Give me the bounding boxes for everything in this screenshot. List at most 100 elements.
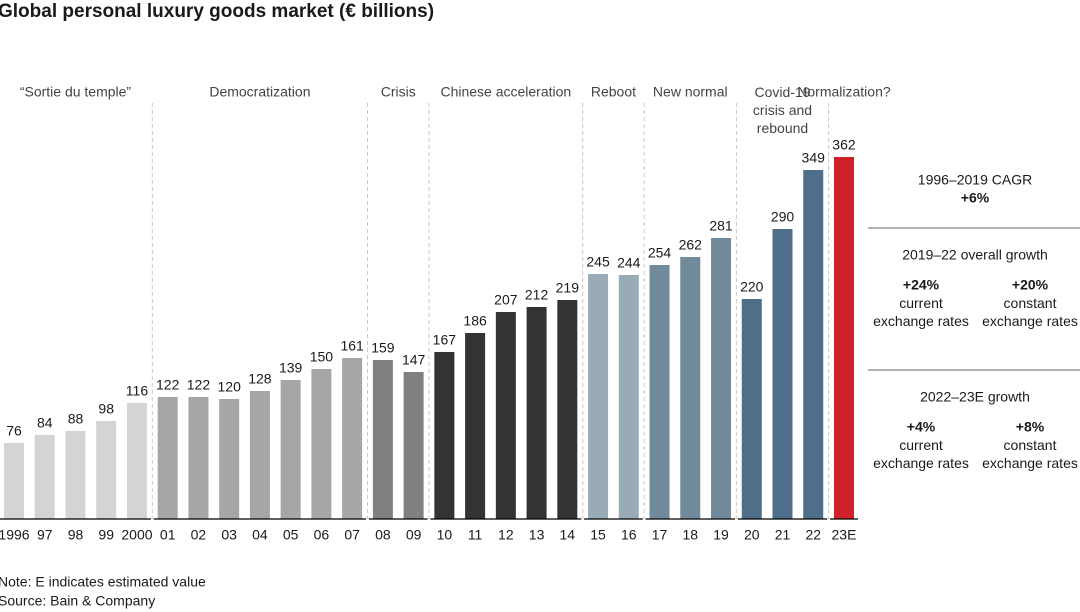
value-label: 212 xyxy=(525,287,549,303)
note: Note: E indicates estimated value xyxy=(0,574,206,590)
bar xyxy=(557,300,578,519)
x-tick-label: 16 xyxy=(621,527,637,543)
panel-item-label: current exchange rates xyxy=(873,295,969,329)
value-label: 122 xyxy=(187,377,211,393)
panel-section-title: 2022–23E growth xyxy=(920,389,1030,405)
x-tick-label: 08 xyxy=(375,527,391,543)
bar xyxy=(280,380,301,519)
x-tick-label: 05 xyxy=(283,527,299,543)
bar xyxy=(249,391,270,519)
value-label: 219 xyxy=(556,280,580,296)
x-tick-label: 04 xyxy=(252,527,268,543)
bar xyxy=(342,358,363,519)
x-tick-label: 14 xyxy=(560,527,576,543)
panel-value: +6% xyxy=(961,190,990,206)
era-label: Normalization? xyxy=(797,84,891,100)
bar xyxy=(311,369,332,519)
value-label: 159 xyxy=(371,340,395,356)
value-label: 244 xyxy=(617,255,641,271)
note: Source: Bain & Company xyxy=(0,593,155,609)
bar xyxy=(434,352,455,519)
value-label: 139 xyxy=(279,360,303,376)
bar xyxy=(126,403,147,519)
bar xyxy=(188,397,209,519)
panel-item-value: +24% xyxy=(903,277,940,293)
x-tick-label: 11 xyxy=(468,527,483,543)
x-tick-label: 22 xyxy=(805,527,821,543)
bar xyxy=(65,431,86,519)
panel-section-title: 2019–22 overall growth xyxy=(902,247,1048,263)
x-tick-label: 2000 xyxy=(121,527,152,543)
x-tick-label: 97 xyxy=(37,527,53,543)
panel-item-value: +8% xyxy=(1016,419,1045,435)
value-label: 150 xyxy=(310,349,334,365)
panel-item-label: constant exchange rates xyxy=(982,295,1078,329)
value-label: 362 xyxy=(832,137,856,153)
value-label: 290 xyxy=(771,209,795,225)
bar xyxy=(649,265,670,519)
x-tick-label: 15 xyxy=(590,527,606,543)
x-tick-label: 01 xyxy=(160,527,176,543)
x-tick-label: 20 xyxy=(744,527,760,543)
value-label: 349 xyxy=(802,150,826,166)
panel-title: 1996–2019 CAGR xyxy=(918,172,1032,188)
bar xyxy=(465,333,486,519)
value-label: 128 xyxy=(248,371,272,387)
x-tick-label: 12 xyxy=(498,527,514,543)
x-tick-label: 07 xyxy=(344,527,360,543)
x-tick-label: 18 xyxy=(682,527,698,543)
bar xyxy=(4,443,24,519)
era-label: Covid-19 crisis and rebound xyxy=(753,84,812,136)
bar xyxy=(34,435,55,519)
bar xyxy=(372,360,393,519)
x-tick-label: 13 xyxy=(529,527,545,543)
panel-item-label: current exchange rates xyxy=(873,437,969,471)
value-label: 220 xyxy=(740,279,764,295)
value-label: 84 xyxy=(37,415,53,431)
panel-item-value: +20% xyxy=(1012,277,1049,293)
value-label: 147 xyxy=(402,352,426,368)
panel-item-label: constant exchange rates xyxy=(982,437,1078,471)
bar xyxy=(219,399,240,519)
era-label: “Sortie du temple” xyxy=(20,84,132,100)
value-label: 186 xyxy=(463,313,487,329)
bar xyxy=(772,229,793,519)
value-label: 88 xyxy=(68,411,84,427)
value-label: 245 xyxy=(586,254,610,270)
x-tick-label: 09 xyxy=(406,527,422,543)
x-tick-label: 06 xyxy=(314,527,330,543)
x-tick-label: 02 xyxy=(191,527,207,543)
bar xyxy=(495,312,516,519)
panel-item-value: +4% xyxy=(907,419,936,435)
bar xyxy=(741,299,762,519)
era-label: Reboot xyxy=(591,84,636,100)
era-label: Chinese acceleration xyxy=(440,84,571,100)
value-label: 262 xyxy=(679,237,703,253)
bar xyxy=(711,238,732,519)
x-tick-label: 21 xyxy=(775,527,791,543)
value-label: 76 xyxy=(6,423,22,439)
x-tick-label: 10 xyxy=(437,527,453,543)
value-label: 207 xyxy=(494,292,518,308)
value-label: 98 xyxy=(98,401,114,417)
era-label: Crisis xyxy=(381,84,416,100)
x-tick-label: 23E xyxy=(832,527,857,543)
chart-title: Global personal luxury goods market (€ b… xyxy=(0,1,434,22)
x-tick-label: 1996 xyxy=(0,527,30,543)
x-tick-label: 17 xyxy=(652,527,668,543)
value-label: 161 xyxy=(340,338,364,354)
era-label: New normal xyxy=(653,84,728,100)
x-tick-label: 99 xyxy=(98,527,114,543)
value-label: 116 xyxy=(126,383,149,399)
bar xyxy=(403,372,424,519)
bar xyxy=(526,307,547,519)
bar xyxy=(618,275,639,519)
bar xyxy=(803,170,824,519)
value-label: 254 xyxy=(648,245,672,261)
value-label: 281 xyxy=(709,218,733,234)
x-tick-label: 03 xyxy=(221,527,237,543)
bar xyxy=(157,397,178,519)
bar xyxy=(588,274,609,519)
